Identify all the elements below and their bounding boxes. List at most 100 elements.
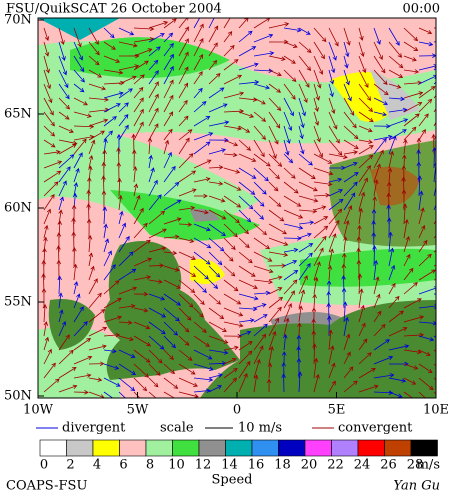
wind-vector	[283, 153, 294, 164]
wind-vector	[268, 237, 289, 246]
wind-vector	[88, 377, 103, 382]
wind-vector	[163, 165, 176, 183]
wind-vector	[373, 323, 386, 337]
wind-vector	[163, 181, 180, 197]
wind-vector	[41, 259, 47, 281]
wind-vector	[193, 132, 214, 141]
wind-vector	[388, 129, 407, 141]
wind-vector	[43, 83, 53, 104]
wind-vector	[58, 41, 66, 61]
wind-vector	[358, 55, 367, 74]
wind-vector	[103, 348, 117, 354]
wind-vector	[178, 129, 193, 141]
wind-vector	[328, 177, 343, 183]
wind-vector	[283, 333, 288, 351]
wind-vector	[208, 59, 218, 71]
wind-vector	[358, 69, 369, 89]
wind-vector	[58, 321, 67, 337]
wind-vector	[133, 377, 148, 392]
colorbar-swatch	[145, 439, 173, 457]
wind-vector	[148, 349, 163, 364]
wind-vector	[343, 150, 359, 155]
wind-vector	[103, 103, 121, 113]
wind-vector	[57, 275, 62, 295]
wind-vector	[118, 349, 136, 358]
wind-vector	[163, 139, 170, 155]
wind-vector	[328, 97, 336, 115]
wind-vector	[88, 309, 106, 323]
wind-vector	[133, 48, 153, 57]
wind-vector	[148, 70, 159, 85]
wind-vector	[298, 252, 313, 267]
wind-vector	[148, 293, 166, 301]
wind-vector	[418, 190, 424, 211]
wind-vector	[193, 37, 204, 57]
wind-vector	[73, 27, 82, 48]
wind-vector	[253, 33, 274, 43]
wind-vector	[178, 363, 196, 375]
wind-vector	[328, 380, 336, 393]
wind-vector	[298, 275, 308, 295]
wind-vector	[148, 33, 165, 43]
wind-vector	[298, 83, 308, 103]
wind-vector	[73, 41, 83, 61]
wind-vector	[103, 116, 117, 127]
wind-vector	[298, 97, 307, 117]
wind-vector	[133, 26, 155, 32]
colorbar-label: 4	[93, 458, 101, 473]
wind-vector	[268, 317, 280, 337]
colorbar-swatch	[39, 439, 67, 457]
wind-vector	[88, 97, 109, 102]
wind-vector	[163, 128, 173, 141]
wind-vector	[403, 391, 416, 398]
wind-vector	[403, 91, 424, 99]
wind-vector	[283, 181, 299, 194]
colorbar-label: 6	[119, 458, 127, 473]
wind-vector	[238, 153, 257, 162]
wind-vector	[238, 237, 250, 249]
wind-vector	[58, 309, 64, 323]
wind-vector	[253, 265, 274, 274]
colorbar-label: 14	[221, 458, 238, 473]
wind-vector	[253, 314, 268, 323]
wind-vector	[343, 351, 351, 365]
wind-vector	[43, 170, 62, 183]
colorbar-swatch	[172, 439, 200, 457]
wind-vector	[208, 293, 222, 305]
wind-vector	[358, 145, 374, 155]
wind-vector	[193, 279, 207, 293]
wind-vector	[283, 83, 296, 100]
wind-vector	[431, 133, 436, 155]
wind-vector	[283, 27, 302, 33]
wind-vector	[343, 380, 358, 393]
wind-vector	[208, 165, 224, 170]
wind-vector	[163, 335, 176, 349]
wind-vector	[58, 166, 71, 183]
wind-vector	[373, 179, 379, 197]
wind-vector	[358, 191, 366, 211]
wind-vector	[343, 236, 348, 253]
wind-vector	[343, 69, 350, 86]
wind-vector	[148, 59, 159, 71]
wind-vector	[208, 72, 221, 85]
wind-vector	[328, 248, 334, 267]
wind-vector	[73, 281, 79, 295]
wind-vector	[223, 74, 243, 85]
wind-vector	[268, 69, 282, 77]
wind-vector	[208, 321, 227, 332]
wind-vector	[73, 138, 87, 155]
wind-vector	[223, 91, 245, 99]
wind-vector	[253, 167, 269, 182]
wind-vector	[388, 96, 405, 102]
wind-vector	[58, 334, 70, 351]
wind-vector	[118, 102, 129, 113]
wind-vector	[418, 286, 436, 295]
wind-vector	[403, 282, 418, 295]
colorbar-swatch	[357, 439, 385, 457]
wind-vector	[268, 125, 279, 145]
wind-vector	[118, 222, 127, 239]
wind-vector	[43, 181, 59, 197]
wind-vector	[101, 161, 107, 183]
wind-vector	[403, 219, 409, 239]
wind-vector	[268, 111, 281, 129]
